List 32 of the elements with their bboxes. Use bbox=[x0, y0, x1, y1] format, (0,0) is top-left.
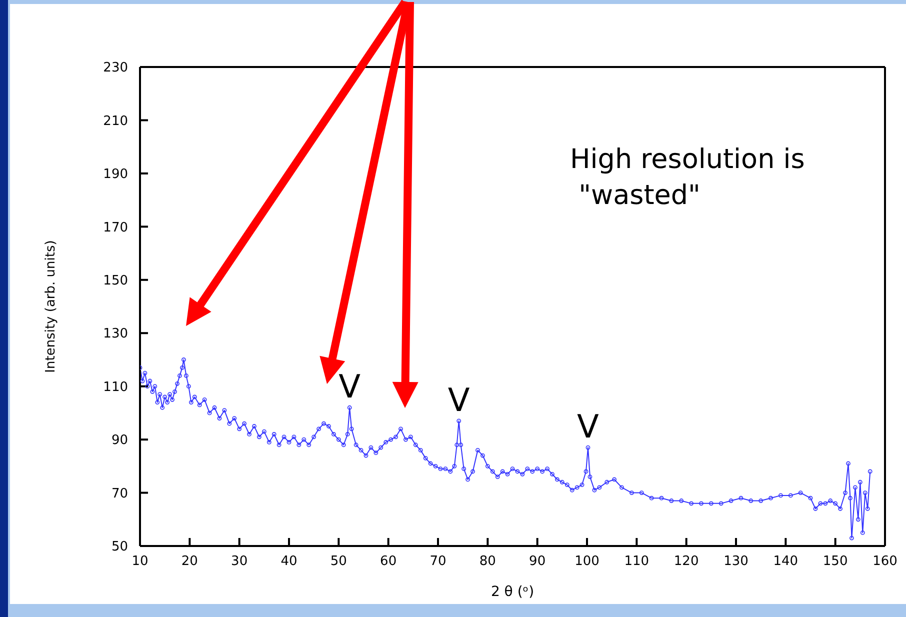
x-tick-label: 60 bbox=[380, 554, 397, 570]
y-tick-label: 190 bbox=[103, 167, 128, 182]
y-tick-label: 170 bbox=[103, 220, 128, 236]
x-tick-label: 30 bbox=[231, 554, 248, 570]
y-tick-label: 110 bbox=[103, 380, 128, 395]
y-tick-label: 150 bbox=[103, 274, 128, 289]
x-tick-label: 110 bbox=[624, 554, 650, 570]
x-tick-label: 90 bbox=[529, 554, 546, 570]
x-tick-label: 140 bbox=[773, 554, 798, 570]
y-tick-label: 90 bbox=[111, 433, 128, 448]
x-tick-label: 10 bbox=[132, 554, 148, 570]
x-tick-label: 100 bbox=[574, 554, 600, 570]
x-tick-label: 160 bbox=[872, 554, 898, 570]
y-axis-title: Intensity (arb. units) bbox=[44, 240, 59, 373]
x-tick-label: 20 bbox=[181, 554, 198, 570]
x-tick-label: 80 bbox=[479, 554, 496, 570]
annotation: V bbox=[448, 380, 470, 419]
annotation: High resolution is "wasted" bbox=[570, 143, 806, 213]
annotation: V bbox=[338, 368, 361, 406]
y-tick-label: 70 bbox=[111, 486, 128, 502]
x-tick-label: 50 bbox=[330, 554, 347, 570]
y-tick-label: 130 bbox=[103, 326, 128, 342]
y-tick-label: 50 bbox=[111, 540, 128, 555]
x-tick-label: 40 bbox=[280, 554, 298, 570]
x-tick-label: 120 bbox=[674, 554, 699, 570]
x-axis-title: 2 θ (ᵒ) bbox=[490, 584, 534, 600]
annotation: V bbox=[577, 408, 600, 446]
y-tick-label: 210 bbox=[103, 114, 128, 129]
x-tick-label: 130 bbox=[724, 554, 748, 570]
x-tick-label: 150 bbox=[822, 554, 848, 570]
x-tick-label: 70 bbox=[430, 554, 446, 570]
y-tick-label: 230 bbox=[103, 60, 128, 76]
